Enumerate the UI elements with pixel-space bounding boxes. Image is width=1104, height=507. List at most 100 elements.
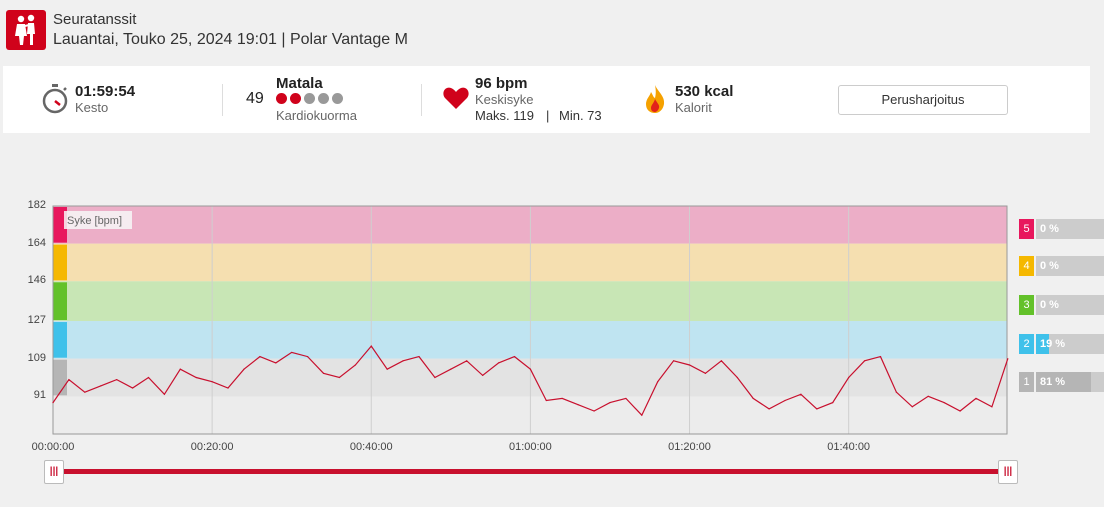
y-axis-label-bg: [64, 211, 132, 229]
cardio-dot-filled: [276, 93, 287, 104]
cardio-dot-empty: [304, 93, 315, 104]
hr-separator: |: [546, 108, 550, 123]
cardio-load-dots: [276, 93, 343, 104]
heart-rate-point: [116, 379, 118, 381]
heart-rate-point: [768, 408, 770, 410]
heart-rate-point: [402, 360, 404, 362]
x-tick-label: 01:00:00: [508, 441, 552, 453]
heart-rate-point: [816, 408, 818, 410]
zone-legend-row: 5 0 %: [1019, 218, 1104, 239]
heart-rate-point: [68, 379, 70, 381]
heart-rate-point: [513, 356, 516, 358]
cardio-load-number: 49: [246, 90, 264, 107]
heart-rate-point: [131, 387, 134, 389]
stopwatch-icon: [42, 84, 68, 114]
zone-percent-bar: [1036, 256, 1104, 277]
zone-legend-row: 4 0 %: [1019, 256, 1104, 277]
heart-rate-point: [52, 402, 54, 404]
y-tick-label: 164: [27, 236, 46, 249]
heart-rate-point: [704, 372, 707, 374]
training-benefit-button[interactable]: Perusharjoitus: [838, 85, 1008, 115]
heart-rate-point: [593, 410, 595, 412]
zone-percent: 0 %: [1040, 299, 1059, 312]
heart-rate-point: [991, 406, 993, 408]
y-axis-label: Syke [bpm]: [67, 215, 122, 227]
x-tick-label: 00:00:00: [31, 441, 75, 453]
heart-rate-point: [673, 360, 675, 362]
heart-rate-point: [307, 356, 309, 358]
zone-marker-4: [53, 244, 67, 281]
heart-icon: [443, 87, 469, 109]
range-end-handle[interactable]: |||: [998, 460, 1018, 484]
x-tick-label: 00:20:00: [190, 441, 234, 453]
sport-name: Seuratanssit: [53, 11, 137, 28]
heart-rate-point: [291, 351, 293, 354]
heart-rate-point: [275, 362, 277, 364]
zone-percent-bar: [1036, 333, 1104, 354]
exercise-header: Seuratanssit Lauantai, Touko 25, 2024 19…: [0, 0, 1104, 58]
heart-rate-point: [227, 387, 229, 389]
heart-rate-point: [1007, 358, 1009, 360]
zone-marker-2: [53, 322, 67, 358]
zone-number: 3: [1019, 295, 1034, 316]
heart-rate-point: [338, 376, 341, 379]
zone-percent-fill: [1036, 333, 1049, 354]
x-tick-label: 01:40:00: [827, 441, 871, 453]
heart-rate-point: [641, 414, 643, 416]
calories-value: 530 kcal: [675, 83, 734, 100]
cardio-dot-empty: [332, 93, 343, 104]
zone-percent-bar: [1036, 295, 1104, 316]
calories-label: Kalorit: [675, 100, 712, 115]
cardio-dot-filled: [290, 93, 301, 104]
heart-rate-point: [895, 391, 898, 393]
divider: [421, 84, 422, 116]
max-hr: Maks. 119: [475, 108, 535, 123]
range-start-handle[interactable]: |||: [44, 460, 64, 484]
heart-rate-point: [163, 393, 165, 395]
heart-rate-point: [752, 397, 754, 400]
heart-rate-point: [211, 381, 213, 383]
zone-legend-row: 2 19 %: [1019, 333, 1104, 354]
zone-percent: 19 %: [1040, 337, 1066, 350]
heart-rate-point: [322, 372, 325, 374]
exercise-date-device: Lauantai, Touko 25, 2024 19:01 | Polar V…: [53, 31, 408, 48]
heart-rate-point: [529, 368, 531, 370]
heart-rate-point: [561, 397, 563, 400]
heart-rate-point: [577, 404, 579, 406]
min-hr: Min. 73: [559, 108, 602, 123]
heart-rate-chart: 182 164 146 127 109 91 Syke [bpm] 00:00:00 00:…: [0, 199, 1104, 507]
zone-number: 5: [1019, 218, 1034, 239]
heart-rate-point: [386, 368, 388, 370]
heart-rate-point: [450, 368, 452, 370]
y-tick-label: 146: [27, 274, 46, 287]
heart-rate-point: [545, 399, 547, 402]
heart-rate-point: [370, 345, 372, 347]
avg-hr-label: Keskisyke: [475, 92, 534, 107]
heart-rate-point: [975, 397, 977, 400]
duration-block: 01:59:54 Kesto: [41, 66, 211, 133]
x-tick-label: 00:40:00: [349, 441, 393, 453]
zone-percent: 0 %: [1040, 222, 1059, 235]
heart-rate-point: [832, 402, 834, 404]
zone-legend-row: 1 81 %: [1019, 371, 1104, 392]
heart-rate-point: [354, 364, 356, 366]
heart-rate-point: [179, 368, 181, 370]
heart-rate-point: [100, 385, 102, 387]
y-tick-label: 127: [27, 314, 46, 327]
plot-border: [52, 205, 1008, 435]
heart-rate-point: [720, 360, 722, 362]
exercise-summary: 01:59:54 Kesto 49 Matala Kardiokuorma 96…: [3, 66, 1090, 133]
heart-rate-point: [195, 376, 197, 379]
zone-number: 1: [1019, 371, 1034, 392]
zone-number: 4: [1019, 256, 1034, 277]
cardio-dot-empty: [318, 93, 329, 104]
duration-value: 01:59:54: [75, 83, 136, 100]
duration-label: Kesto: [75, 100, 109, 115]
dancing-couple-icon: [6, 10, 46, 50]
heart-rate-point: [911, 406, 913, 408]
time-range-track[interactable]: [53, 469, 1008, 474]
zone-percent-bar: [1036, 218, 1104, 239]
heart-rate-point: [84, 391, 86, 393]
heart-rate-point: [879, 356, 882, 358]
heart-rate-point: [609, 402, 611, 404]
